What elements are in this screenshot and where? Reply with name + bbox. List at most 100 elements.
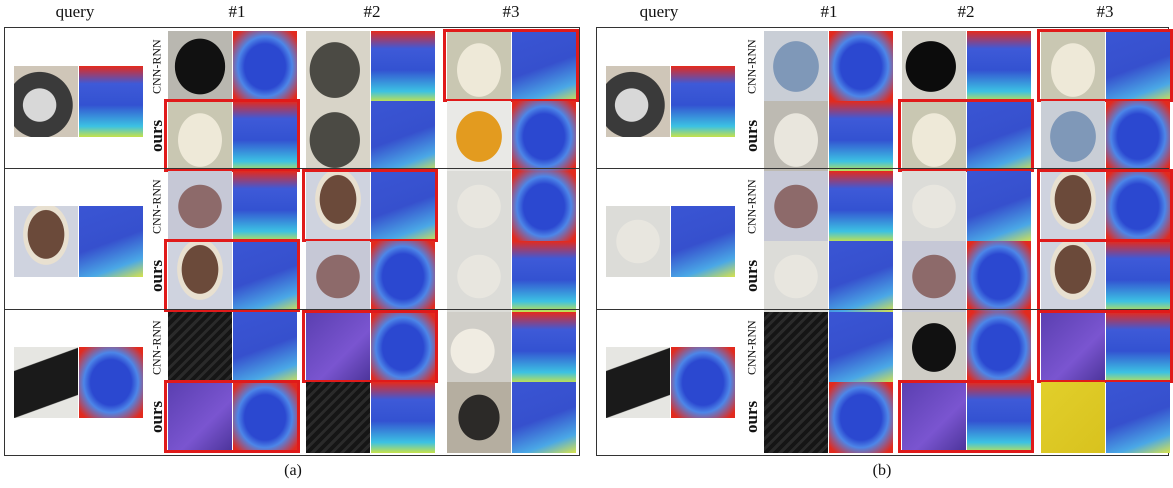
cnn-result-2-photo [306, 312, 370, 383]
ours-result-3-depth [512, 241, 576, 312]
match-highlight-box [1037, 310, 1173, 383]
cnn-result-2-photo [902, 171, 966, 242]
cnn-result-2-photo [306, 31, 370, 102]
ours-result-1-depth [233, 382, 297, 453]
ours-result-1-photo [168, 241, 232, 312]
cnn-result-1-depth [233, 312, 297, 383]
cnn-result-2-depth [967, 312, 1031, 383]
ours-result-1-photo [168, 382, 232, 453]
cnn-result-3-photo [447, 171, 511, 242]
cnn-result-1-photo [168, 31, 232, 102]
query-kettle-depth [79, 66, 143, 137]
header-rank3-b: #3 [1096, 2, 1114, 21]
ours-result-2-photo [306, 241, 370, 312]
row-label-cnn-rnn: CNN-RNN [149, 320, 164, 376]
ours-result-3-photo [1041, 382, 1105, 453]
ours-result-2-photo [902, 241, 966, 312]
cnn-result-3-depth [1106, 31, 1170, 102]
ours-result-2-depth [371, 101, 435, 172]
row-label-ours: ours [147, 119, 166, 153]
group-separator [5, 309, 580, 310]
ours-result-1-depth [829, 101, 893, 172]
ours-result-1-depth [233, 241, 297, 312]
match-highlight-box [302, 310, 438, 383]
row-label-ours: ours [742, 259, 761, 293]
query-kettle-photo [14, 66, 78, 137]
query-black-box-photo [14, 347, 78, 418]
row-label-cnn-rnn: CNN-RNN [744, 39, 759, 95]
ours-result-2-photo [306, 382, 370, 453]
match-highlight-box [898, 99, 1034, 172]
cnn-result-2-photo [306, 171, 370, 242]
cnn-result-2-depth [371, 171, 435, 242]
ours-result-1-depth [829, 241, 893, 312]
row-label-cnn-rnn: CNN-RNN [744, 320, 759, 376]
query-black-box-depth [79, 347, 143, 418]
ours-result-3-photo [447, 382, 511, 453]
ours-result-1-depth [829, 382, 893, 453]
ours-result-2-depth [967, 241, 1031, 312]
ours-result-3-depth [512, 101, 576, 172]
row-label-cnn-rnn: CNN-RNN [149, 39, 164, 95]
cnn-result-1-depth [829, 171, 893, 242]
match-highlight-box [443, 29, 579, 102]
cnn-result-2-depth [371, 312, 435, 383]
cnn-result-3-depth [1106, 171, 1170, 242]
cnn-result-1-depth [233, 31, 297, 102]
cnn-result-3-photo [1041, 312, 1105, 383]
cnn-result-1-depth [233, 171, 297, 242]
cnn-result-1-photo [764, 31, 828, 102]
row-label-ours: ours [147, 400, 166, 434]
cnn-result-3-photo [447, 312, 511, 383]
ours-result-2-depth [371, 241, 435, 312]
row-label-ours: ours [147, 259, 166, 293]
ours-result-3-depth [1106, 241, 1170, 312]
match-highlight-box [1037, 239, 1173, 312]
cnn-result-2-photo [902, 31, 966, 102]
header-rank3-a: #3 [502, 2, 520, 21]
group-separator [597, 309, 1169, 310]
header-rank2-b: #2 [957, 2, 975, 21]
cnn-result-1-depth [829, 31, 893, 102]
header-rank2-a: #2 [363, 2, 381, 21]
query-black-box-depth [671, 347, 735, 418]
cnn-result-1-photo [168, 312, 232, 383]
ours-result-3-photo [1041, 101, 1105, 172]
ours-result-1-photo [764, 101, 828, 172]
query-garlic-photo [606, 206, 670, 277]
ours-result-3-depth [1106, 382, 1170, 453]
match-highlight-box [164, 380, 300, 453]
ours-result-1-photo [764, 382, 828, 453]
caption-a: (a) [284, 462, 302, 479]
row-label-cnn-rnn: CNN-RNN [744, 179, 759, 235]
match-highlight-box [164, 99, 300, 172]
match-highlight-box [1037, 29, 1173, 102]
row-label-ours: ours [742, 119, 761, 153]
row-label-ours: ours [742, 400, 761, 434]
query-kettle-photo [606, 66, 670, 137]
ours-result-1-depth [233, 101, 297, 172]
cnn-result-2-depth [967, 171, 1031, 242]
match-highlight-box [898, 380, 1034, 453]
ours-result-2-photo [902, 382, 966, 453]
header-rank1-a: #1 [228, 2, 246, 21]
header-rank1-b: #1 [820, 2, 838, 21]
cnn-result-3-photo [447, 31, 511, 102]
ours-result-1-photo [764, 241, 828, 312]
ours-result-2-depth [967, 382, 1031, 453]
ours-result-3-photo [1041, 241, 1105, 312]
header-query-a: query [55, 2, 95, 21]
query-mushroom-depth [79, 206, 143, 277]
cnn-result-1-photo [764, 312, 828, 383]
cnn-result-3-photo [1041, 31, 1105, 102]
query-kettle-depth [671, 66, 735, 137]
ours-result-1-photo [168, 101, 232, 172]
cnn-result-2-photo [902, 312, 966, 383]
ours-result-3-depth [1106, 101, 1170, 172]
cnn-result-1-depth [829, 312, 893, 383]
group-separator [5, 168, 580, 169]
group-separator [597, 168, 1169, 169]
ours-result-2-depth [967, 101, 1031, 172]
cnn-result-3-depth [512, 31, 576, 102]
ours-result-3-depth [512, 382, 576, 453]
